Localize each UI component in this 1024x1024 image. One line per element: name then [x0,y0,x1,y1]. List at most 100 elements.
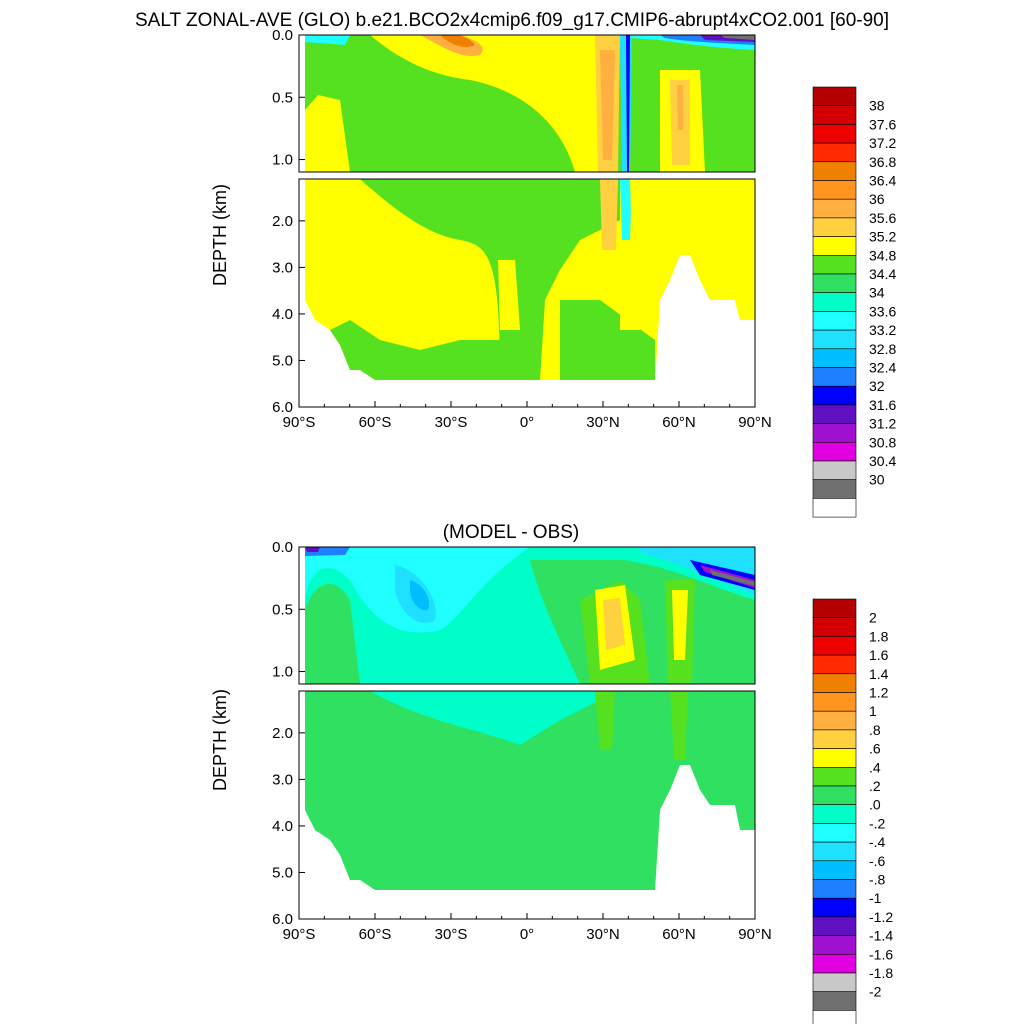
x-tick-label: 90°N [738,926,772,943]
colorbar-label: 1 [869,703,877,719]
colorbar-label: 33.2 [869,322,896,338]
x-tick-label: 90°N [738,414,772,431]
y-tick-label: 6.0 [272,399,293,416]
colorbar-swatch [812,124,857,144]
colorbar-label: 34.4 [869,266,896,282]
colorbar-swatch [812,748,857,768]
colorbar-swatch [812,161,857,181]
colorbar-swatch [812,236,857,256]
x-tick-label: 30°N [586,414,620,431]
colorbar-swatch [812,991,857,1011]
panel-bottom: (MODEL - OBS) [210,522,893,1024]
colorbar-label: -.6 [869,853,886,869]
colorbar-label: 30.8 [869,434,896,450]
x-tick-label: 60°N [662,414,696,431]
colorbar-label: 37.6 [869,116,896,132]
bottom-upper-field [299,547,755,684]
colorbar-swatch [812,217,857,237]
colorbar-label: -2 [869,984,882,1000]
y-tick-label: 0.5 [272,89,293,106]
x-tick-label: 30°S [435,414,468,431]
top-x-ticks: 90°S 60°S 30°S 0° 30°N 60°N 90°N [283,401,772,431]
x-tick-label: 90°S [283,926,316,943]
colorbar-swatch [812,180,857,200]
colorbar-swatch [812,860,857,880]
colorbar-swatch [812,292,857,312]
y-tick-label: 0.5 [272,601,293,618]
bottom-y-ticks: 0.0 0.5 1.0 2.0 3.0 4.0 5.0 6.0 [272,539,305,928]
colorbar-label: 38 [869,98,885,114]
colorbar-swatch [812,692,857,712]
x-tick-label: 60°S [359,414,392,431]
y-tick-label: 0.0 [272,539,293,556]
colorbar-swatch [812,804,857,824]
y-tick-label: 3.0 [272,259,293,276]
colorbar-swatch [812,498,857,518]
y-tick-label: 4.0 [272,306,293,323]
figure-title: SALT ZONAL-AVE (GLO) b.e21.BCO2x4cmip6.f… [135,10,889,31]
colorbar-swatch [812,823,857,843]
top-lower-field [299,179,755,407]
colorbar-label: 30.4 [869,453,896,469]
colorbar-swatch [812,953,857,974]
colorbar-swatch [812,142,857,163]
colorbar-swatch [812,710,857,731]
colorbar-label: .6 [869,741,881,757]
colorbar-label: 36.4 [869,173,896,189]
colorbar-label: .8 [869,722,881,738]
colorbar-label: -1.6 [869,946,893,962]
y-tick-label: 5.0 [272,864,293,881]
colorbar-label: 1.8 [869,628,889,644]
x-tick-label: 30°S [435,926,468,943]
colorbar-swatch [812,636,857,656]
colorbar-swatch [812,1010,857,1024]
x-tick-label: 90°S [283,414,316,431]
colorbar-swatch [812,972,857,993]
y-tick-label: 3.0 [272,771,293,788]
colorbar-label: 33.6 [869,303,896,319]
top-y-axis-label: DEPTH (km) [210,184,230,286]
colorbar-swatch [812,460,857,481]
colorbar-label: 1.6 [869,647,889,663]
colorbar-swatch [812,673,857,693]
colorbar-label: 35.2 [869,229,896,245]
y-tick-label: 0.0 [272,27,293,44]
colorbar-swatch [812,273,857,294]
y-tick-label: 1.0 [272,664,293,681]
colorbar-swatch [812,311,857,331]
x-tick-label: 0° [520,926,534,943]
panel-top: DEPTH (km) 0.0 0.5 1.0 2.0 3.0 4.0 5.0 6.0 90°S… [210,27,896,518]
colorbar-label: .0 [869,797,881,813]
top-upper-field [299,35,755,172]
colorbar-swatch [812,404,857,424]
colorbar-swatch [812,105,857,125]
colorbar-label: 1.4 [869,666,889,682]
colorbar-label: -.2 [869,815,886,831]
colorbar-swatch [812,479,857,499]
colorbar-label: -1.2 [869,909,893,925]
bottom-lower-field [299,691,755,919]
colorbar-label: 31.6 [869,397,896,413]
top-colorbar: 38 37.6 37.2 36.8 36.4 36 35.6 35.2 34.8 34.4 34 33… [812,86,896,518]
bottom-colorbar: 21.81.61.41.21.8.6.4.2.0-.2-.4-.6-.8-1-1… [812,598,893,1024]
colorbar-label: .2 [869,778,881,794]
colorbar-swatch [812,729,857,749]
colorbar-label: -.8 [869,872,886,888]
top-y-ticks: 0.0 0.5 1.0 2.0 3.0 4.0 5.0 6.0 [272,27,305,416]
colorbar-swatch [812,86,857,107]
y-tick-label: 2.0 [272,725,293,742]
x-tick-label: 60°N [662,926,696,943]
colorbar-label: 31.2 [869,416,896,432]
colorbar-label: -1.4 [869,928,893,944]
y-tick-label: 4.0 [272,818,293,835]
y-tick-label: 5.0 [272,352,293,369]
colorbar-label: 30 [869,472,885,488]
colorbar-swatch [812,935,857,955]
y-tick-label: 1.0 [272,152,293,169]
bottom-y-axis-label: DEPTH (km) [210,689,230,791]
colorbar-swatch [812,255,857,275]
colorbar-swatch [812,385,857,406]
colorbar-label: .4 [869,759,881,775]
colorbar-label: -.4 [869,834,886,850]
